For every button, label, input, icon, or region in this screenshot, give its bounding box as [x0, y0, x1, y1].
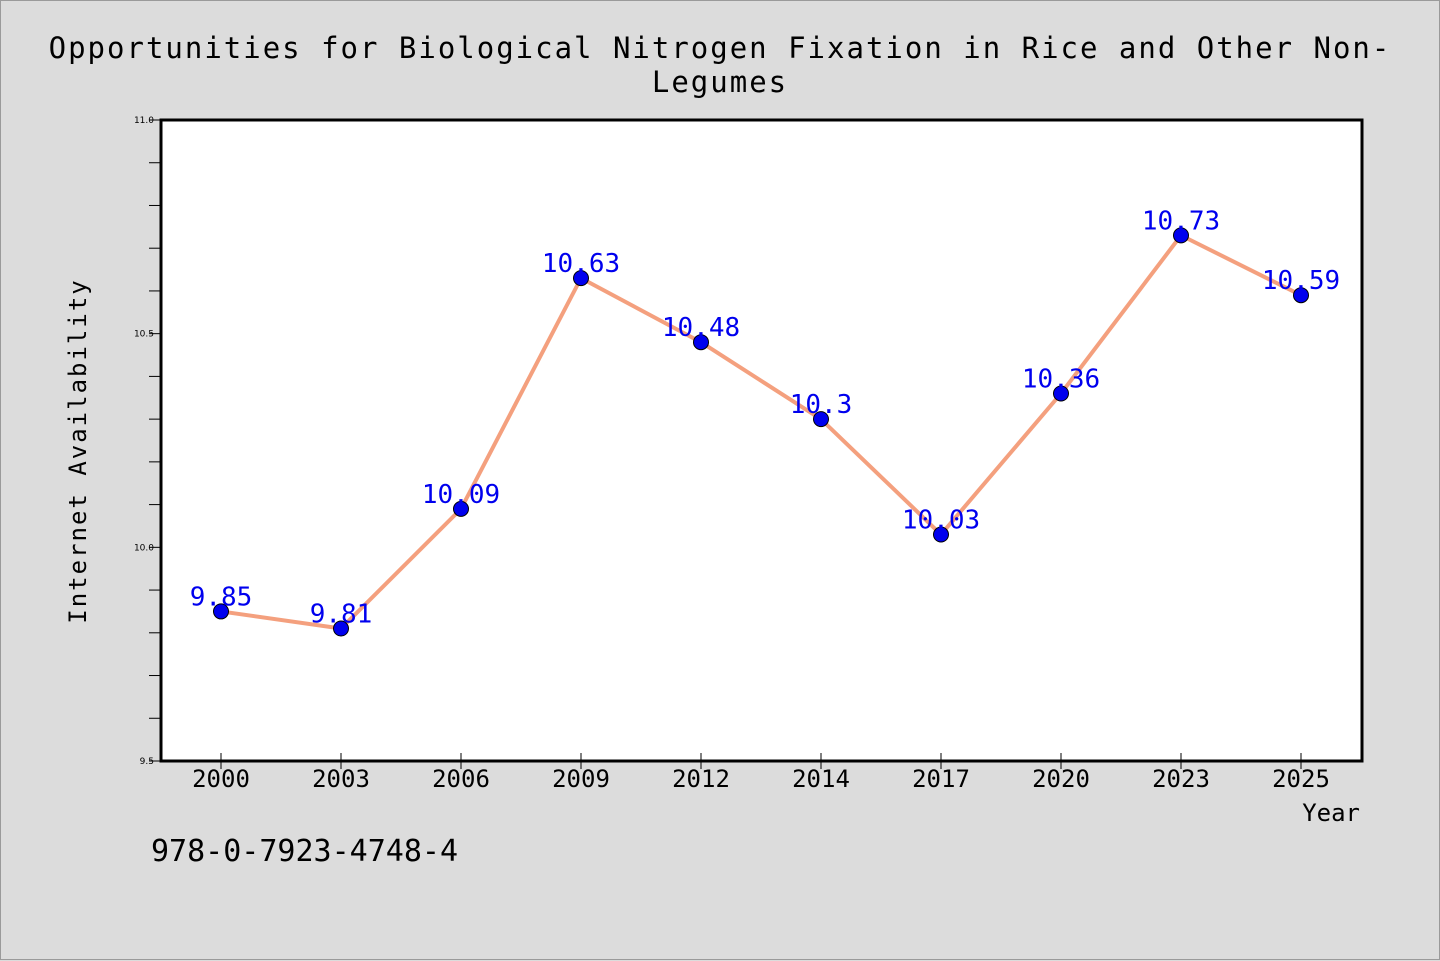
data-label: 10.36: [1022, 364, 1100, 394]
x-tick-label: 2023: [1152, 765, 1210, 793]
plot-background: [159, 118, 1364, 763]
isbn-code: 978-0-7923-4748-4: [151, 834, 459, 869]
x-tick-label: 2014: [792, 765, 850, 793]
data-point: [1173, 227, 1189, 244]
x-tick-label: 2025: [1272, 765, 1330, 793]
data-label: 10.03: [902, 506, 980, 536]
data-label: 10.48: [662, 313, 740, 343]
series-line: [220, 233, 1302, 631]
y-tick-label: 10.5: [134, 330, 154, 340]
x-tick-label: 2003: [312, 765, 370, 793]
y-tick-label: 11.0: [134, 116, 154, 126]
data-point: [1293, 287, 1309, 304]
data-point: [1053, 385, 1069, 402]
y-axis: 9.5 10.0 10.5 11.0: [134, 116, 161, 767]
data-label: 10.09: [422, 480, 500, 510]
chart-title: Opportunities for Biological Nitrogen Fi…: [48, 31, 1392, 99]
data-label: 10.3: [790, 390, 853, 420]
data-label: 9.81: [310, 600, 373, 630]
x-axis-label: Year: [1302, 799, 1360, 827]
data-label: 10.63: [542, 249, 620, 279]
x-tick-label: 2012: [672, 765, 730, 793]
data-point: [213, 603, 229, 620]
data-label: 10.59: [1262, 266, 1340, 296]
x-tick-label: 2009: [552, 765, 610, 793]
x-axis: 2000 2003 2006 2009 2012 2014 2017 2020 2023 2025: [192, 753, 1330, 793]
x-tick-label: 2020: [1032, 765, 1090, 793]
x-tick-label: 2000: [192, 765, 250, 793]
data-point: [453, 500, 469, 517]
data-point: [933, 526, 949, 543]
data-point: [813, 411, 829, 428]
y-axis-label: Internet Availability: [64, 278, 92, 623]
y-tick-label: 10.0: [134, 543, 154, 553]
data-label: 9.85: [190, 582, 253, 612]
data-point: [693, 334, 709, 351]
data-label: 10.73: [1142, 206, 1220, 236]
y-tick-label: 9.5: [140, 757, 154, 767]
series-group: 9.85 9.81 10.09 10.63 10.48 10.3 10.03 10.36 10.…: [190, 206, 1340, 637]
data-point: [573, 270, 589, 287]
x-tick-label: 2006: [432, 765, 490, 793]
data-point: [333, 620, 349, 637]
x-tick-label: 2017: [912, 765, 970, 793]
